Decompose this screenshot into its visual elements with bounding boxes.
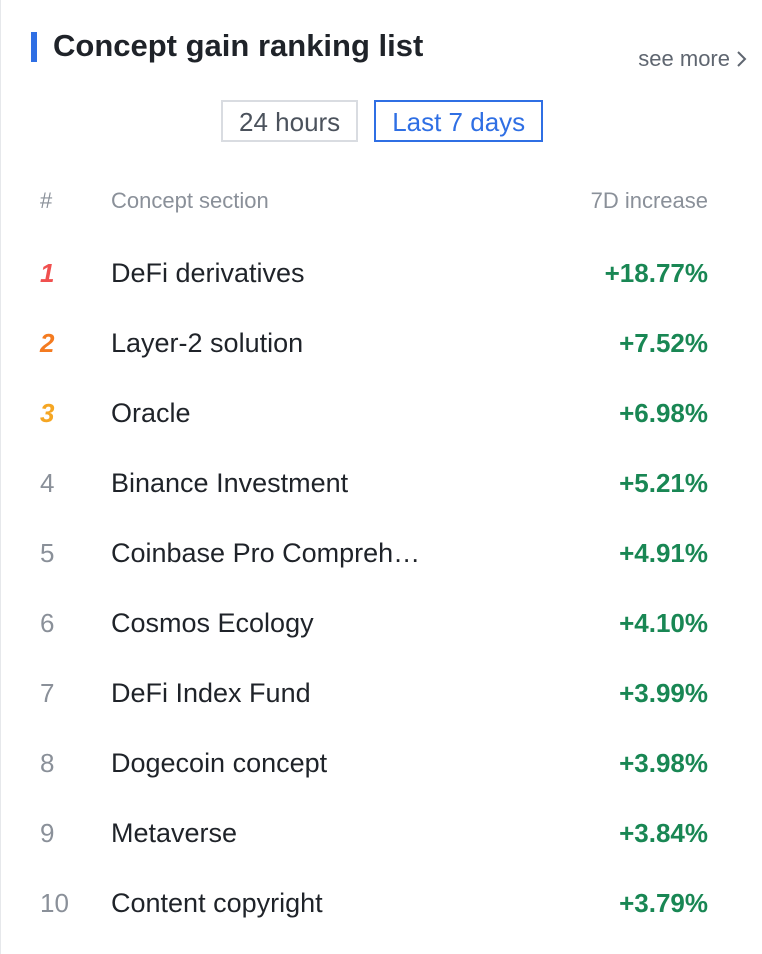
concept-name: Binance Investment [111, 468, 349, 498]
table-row[interactable]: 6 Cosmos Ecology +4.10% [1, 588, 762, 658]
rank-number: 8 [40, 748, 55, 778]
increase-value: +5.21% [619, 468, 708, 498]
time-range-tabs: 24 hours Last 7 days [221, 100, 544, 142]
increase-value: +3.79% [619, 888, 708, 918]
concept-name: Dogecoin concept [111, 748, 328, 778]
increase-value: +4.91% [619, 538, 708, 568]
rank-number: 7 [40, 678, 55, 708]
increase-value: +18.77% [604, 258, 708, 288]
rank-number: 4 [40, 468, 55, 498]
concept-name: DeFi derivatives [111, 258, 305, 288]
rank-number: 2 [40, 328, 55, 358]
table-row[interactable]: 10 Content copyright +3.79% [1, 868, 762, 938]
panel-title: Concept gain ranking list [53, 28, 424, 63]
table-row[interactable]: 1 DeFi derivatives +18.77% [1, 238, 762, 308]
column-header-7d-increase: 7D increase [590, 188, 708, 213]
concept-name: Metaverse [111, 818, 238, 848]
tab-last-7-days[interactable]: Last 7 days [374, 100, 544, 142]
rank-number: 10 [40, 888, 69, 918]
column-header-rank: # [40, 188, 53, 213]
see-more-label: see more [638, 46, 730, 71]
table-header: # Concept section 7D increase [1, 184, 762, 218]
table-row[interactable]: 8 Dogecoin concept +3.98% [1, 728, 762, 798]
increase-value: +3.99% [619, 678, 708, 708]
concept-name: Coinbase Pro Compreh… [111, 538, 421, 568]
rank-number: 6 [40, 608, 55, 638]
column-header-concept-section: Concept section [111, 188, 269, 213]
table-row[interactable]: 2 Layer-2 solution +7.52% [1, 308, 762, 378]
increase-value: +4.10% [619, 608, 708, 638]
increase-value: +6.98% [619, 398, 708, 428]
table-row[interactable]: 4 Binance Investment +5.21% [1, 448, 762, 518]
table-row[interactable]: 3 Oracle +6.98% [1, 378, 762, 448]
see-more-link[interactable]: see more [638, 44, 748, 74]
table-row[interactable]: 7 DeFi Index Fund +3.99% [1, 658, 762, 728]
concept-name: Cosmos Ecology [111, 608, 314, 638]
ranking-list: 1 DeFi derivatives +18.77% 2 Layer-2 sol… [1, 238, 762, 938]
rank-number: 1 [40, 258, 55, 288]
increase-value: +3.98% [619, 748, 708, 778]
title-accent-bar [31, 32, 37, 62]
chevron-right-icon [736, 44, 748, 74]
rank-number: 3 [40, 398, 55, 428]
increase-value: +3.84% [619, 818, 708, 848]
tab-24-hours[interactable]: 24 hours [221, 100, 359, 142]
concept-name: Layer-2 solution [111, 328, 304, 358]
increase-value: +7.52% [619, 328, 708, 358]
table-row[interactable]: 9 Metaverse +3.84% [1, 798, 762, 868]
concept-name: Oracle [111, 398, 191, 428]
rank-number: 9 [40, 818, 55, 848]
concept-name: DeFi Index Fund [111, 678, 311, 708]
concept-name: Content copyright [111, 888, 323, 918]
rank-number: 5 [40, 538, 55, 568]
table-row[interactable]: 5 Coinbase Pro Compreh… +4.91% [1, 518, 762, 588]
